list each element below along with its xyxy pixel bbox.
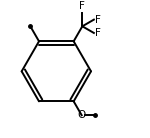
Text: F: F	[96, 15, 101, 25]
Text: F: F	[96, 28, 101, 38]
Text: F: F	[79, 1, 85, 11]
Text: O: O	[78, 110, 86, 120]
